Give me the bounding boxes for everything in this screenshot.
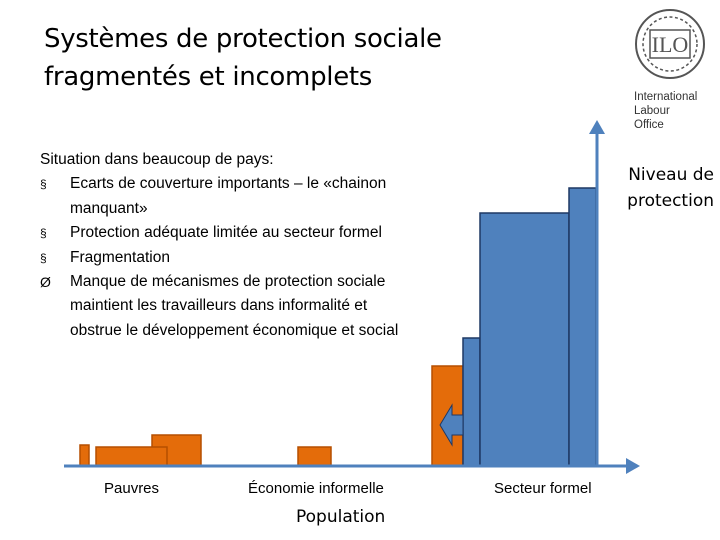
group-label-secteur-formel: Secteur formel bbox=[494, 480, 592, 497]
bullet-text: Protection adéquate limitée au secteur f… bbox=[70, 224, 382, 242]
y-axis-label-line2: protection bbox=[627, 191, 714, 211]
logo-line-1: International bbox=[634, 91, 698, 103]
slide-title: Systèmes de protection sociale fragmenté… bbox=[44, 20, 564, 96]
content-text: Situation dans beaucoup de pays: § Ecart… bbox=[40, 148, 420, 343]
square-bullet-icon: § bbox=[40, 177, 47, 192]
bar-pauvres-2 bbox=[95, 446, 168, 467]
y-axis-label-line1: Niveau de bbox=[628, 165, 714, 185]
intro-text: Situation dans beaucoup de pays: bbox=[40, 151, 274, 168]
slide-title-line2: fragmentés et incomplets bbox=[44, 62, 373, 92]
square-bullet-icon: § bbox=[40, 226, 47, 241]
logo-line-3: Office bbox=[634, 119, 664, 131]
bullet-text: Fragmentation bbox=[70, 248, 170, 266]
bullet-list: § Ecarts de couverture importants – le «… bbox=[40, 172, 420, 343]
x-axis-label: Population bbox=[296, 507, 386, 527]
bar-formel-1 bbox=[462, 337, 481, 467]
x-axis-arrow-icon bbox=[626, 458, 640, 474]
bullet-item: § Ecarts de couverture importants – le «… bbox=[40, 172, 420, 221]
group-label-economie-informelle: Économie informelle bbox=[248, 480, 384, 497]
left-arrow-icon bbox=[439, 403, 464, 447]
svg-text:ILO: ILO bbox=[652, 32, 689, 57]
slide-title-line1: Systèmes de protection sociale bbox=[44, 24, 442, 54]
arrow-bullet-icon: Ø bbox=[40, 274, 51, 291]
bar-informelle bbox=[297, 446, 332, 467]
square-bullet-icon: § bbox=[40, 250, 47, 265]
y-axis-label: Niveau de protection bbox=[604, 162, 714, 214]
bar-formel-2 bbox=[479, 212, 570, 467]
bullet-item: § Protection adéquate limitée au secteur… bbox=[40, 221, 420, 245]
bar-pauvres-1 bbox=[79, 444, 90, 467]
bullet-text: Ecarts de couverture importants – le «ch… bbox=[70, 175, 387, 217]
group-label-pauvres: Pauvres bbox=[104, 480, 160, 497]
bar-formel-3 bbox=[568, 187, 597, 467]
bullet-item: Ø Manque de mécanismes de protection soc… bbox=[40, 270, 420, 343]
bullet-text: Manque de mécanismes de protection socia… bbox=[70, 273, 399, 339]
ilo-logo-text: International Labour Office bbox=[634, 90, 697, 132]
logo-line-2: Labour bbox=[634, 105, 670, 117]
ilo-logo-icon: ILO bbox=[635, 9, 705, 79]
bullet-item: § Fragmentation bbox=[40, 246, 420, 270]
y-axis-arrow-icon bbox=[589, 120, 605, 134]
